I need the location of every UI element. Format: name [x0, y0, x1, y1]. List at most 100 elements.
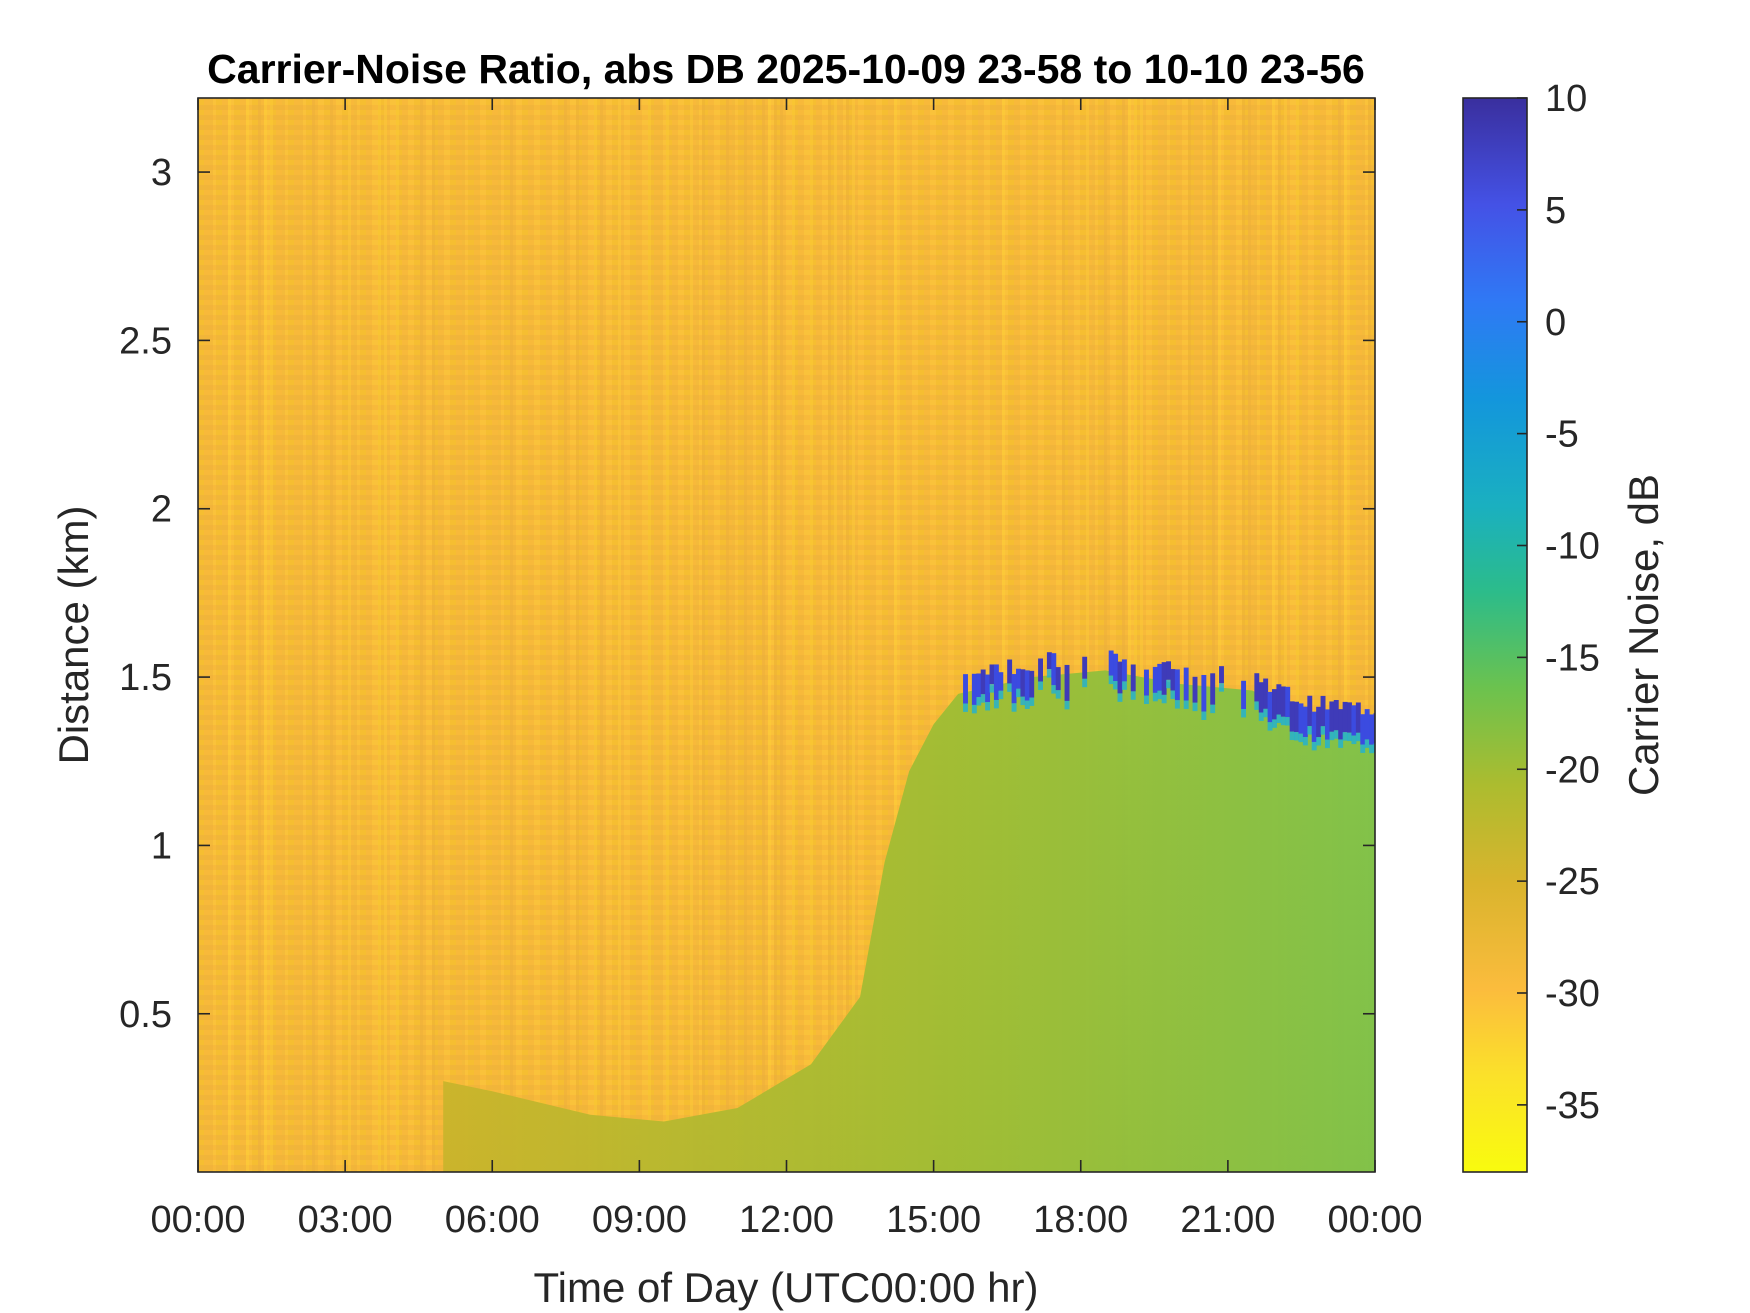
noise-stripe	[576, 98, 579, 1172]
noise-stripe	[762, 98, 765, 1172]
cloud-top-cell	[1241, 680, 1247, 710]
cloud-edge-cell	[1020, 696, 1026, 706]
cloud-top-cell	[1108, 650, 1114, 676]
x-axis-label: Time of Day (UTC00:00 hr)	[534, 1264, 1039, 1311]
x-tick-label: 15:00	[886, 1199, 981, 1241]
cloud-edge-cell	[1029, 697, 1035, 706]
cloud-top-cell	[1161, 662, 1167, 695]
colorbar-tick-label: 5	[1545, 190, 1566, 232]
cloud-edge-cell	[963, 703, 968, 712]
cloud-edge-cell	[1342, 732, 1348, 741]
cloud-edge-cell	[1320, 726, 1326, 735]
colorbar-tick-label: -20	[1545, 749, 1600, 791]
noise-stripe	[726, 98, 729, 1172]
noise-stripe	[732, 98, 735, 1172]
cloud-top-cell	[1311, 711, 1317, 742]
cloud-edge-cell	[1302, 736, 1308, 746]
noise-stripe	[1122, 98, 1125, 1172]
cloud-top-cell	[963, 674, 968, 704]
noise-stripe	[1344, 98, 1347, 1172]
noise-stripe	[1296, 98, 1299, 1172]
cloud-edge-cell	[989, 684, 995, 693]
cloud-top-cell	[1130, 664, 1136, 692]
cloud-edge-cell	[1157, 690, 1163, 700]
colorbar-label: Carrier Noise, dB	[1620, 474, 1667, 796]
y-tick-label: 1.5	[119, 657, 172, 699]
cloud-top-cell	[1011, 674, 1017, 704]
noise-stripe	[1254, 98, 1257, 1172]
cloud-edge-cell	[1055, 690, 1061, 699]
noise-stripe	[768, 98, 771, 1172]
noise-stripe	[1188, 98, 1191, 1172]
cloud-edge-cell	[1333, 730, 1339, 739]
cloud-top-cell	[998, 672, 1004, 691]
noise-stripe	[852, 98, 855, 1172]
cloud-top-cell	[1267, 691, 1273, 723]
cloud-edge-cell	[1183, 700, 1189, 709]
cloud-top-cell	[1121, 659, 1127, 682]
cloud-top-cell	[1342, 701, 1348, 733]
noise-stripe	[1134, 98, 1137, 1172]
y-tick-label: 1	[151, 825, 172, 867]
noise-stripe	[258, 98, 261, 1172]
cloud-edge-cell	[1113, 681, 1119, 690]
colorbar-tick-label: 10	[1545, 78, 1587, 120]
noise-stripe	[600, 98, 603, 1172]
colorbar-tick-label: -25	[1545, 861, 1600, 903]
cloud-top-cell	[1276, 684, 1282, 715]
cloud-edge-cell	[976, 697, 982, 706]
cloud-edge-cell	[1355, 732, 1361, 742]
cloud-top-cell	[1355, 702, 1361, 733]
noise-stripe	[384, 98, 387, 1172]
cloud-edge-cell	[1144, 695, 1149, 704]
y-tick-label: 2.5	[119, 320, 172, 362]
noise-stripe	[1284, 98, 1287, 1172]
noise-stripe	[696, 98, 699, 1172]
cloud-edge-cell	[980, 694, 986, 703]
cloud-edge-cell	[1280, 716, 1286, 726]
noise-stripe	[498, 98, 501, 1172]
cloud-edge-cell	[1016, 688, 1021, 698]
noise-stripe	[378, 98, 381, 1172]
cloud-top-cell	[1157, 663, 1163, 691]
cloud-edge-cell	[1161, 694, 1167, 704]
cloud-edge-cell	[1152, 692, 1158, 702]
noise-stripe	[1212, 98, 1215, 1172]
cloud-edge-cell	[1210, 704, 1216, 714]
noise-stripe	[648, 98, 651, 1172]
x-tick-label: 09:00	[592, 1199, 687, 1241]
cloud-top-cell	[1210, 673, 1216, 705]
noise-stripe	[774, 98, 777, 1172]
cloud-edge-cell	[1347, 732, 1352, 742]
noise-stripe	[666, 98, 669, 1172]
cloud-top-cell	[980, 669, 986, 695]
cloud-top-cell	[1307, 695, 1313, 727]
cloud-edge-cell	[1121, 681, 1127, 690]
cloud-top-cell	[976, 673, 982, 698]
cloud-edge-cell	[1192, 702, 1198, 712]
cloud-edge-cell	[1051, 685, 1057, 694]
noise-stripe	[1128, 98, 1131, 1172]
cloud-top-cell	[1051, 653, 1057, 686]
cloud-edge-cell	[1038, 681, 1043, 690]
noise-stripe	[396, 98, 399, 1172]
noise-stripe	[420, 98, 423, 1172]
cloud-edge-cell	[1338, 739, 1344, 748]
cloud-top-cell	[1219, 666, 1224, 684]
noise-stripe	[828, 98, 831, 1172]
cloud-top-cell	[1144, 669, 1149, 696]
cloud-top-cell	[1029, 670, 1035, 698]
cloud-top-cell	[1254, 673, 1260, 702]
cloud-edge-cell	[1258, 712, 1264, 721]
cloud-edge-cell	[1329, 731, 1335, 741]
noise-stripe	[1278, 98, 1281, 1172]
x-tick-label: 21:00	[1180, 1199, 1275, 1241]
noise-stripe	[702, 98, 705, 1172]
cloud-edge-cell	[1024, 700, 1030, 709]
y-tick-label: 3	[151, 152, 172, 194]
cloud-edge-cell	[1267, 722, 1273, 731]
colorbar-tick-label: -10	[1545, 526, 1600, 568]
noise-stripe	[462, 98, 465, 1172]
cloud-top-cell	[1117, 661, 1123, 694]
cloud-edge-cell	[1108, 675, 1114, 685]
